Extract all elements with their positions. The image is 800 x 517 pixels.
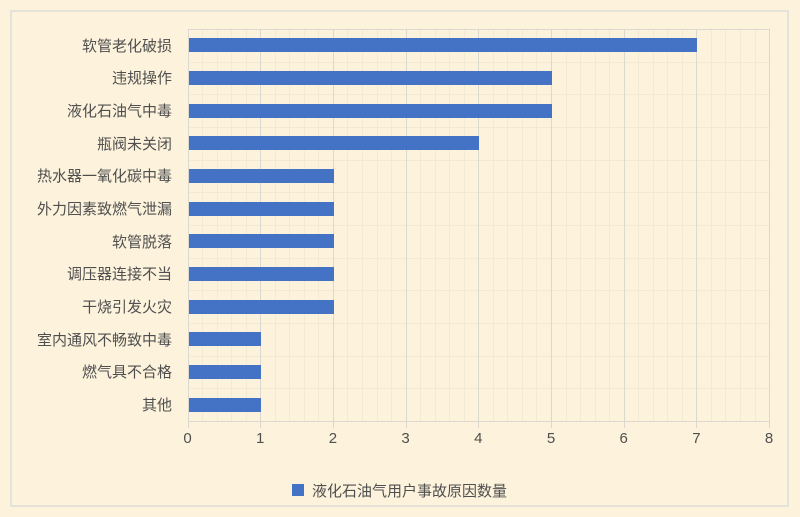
- minor-gridline: [521, 29, 523, 421]
- category-label: 违规操作: [111, 70, 172, 88]
- axis-tick: [769, 421, 771, 428]
- minor-gridline: [231, 29, 233, 421]
- bar: [188, 201, 334, 216]
- x-tick-label: 2: [328, 430, 338, 447]
- minor-gridline: [245, 29, 247, 421]
- bar: [188, 397, 262, 412]
- minor-gridline: [536, 29, 538, 421]
- legend-label: 液化石油气用户事故原因数量: [311, 482, 507, 500]
- bar: [188, 38, 698, 53]
- category-label: 瓶阀未关闭: [96, 135, 172, 153]
- major-gridline: [623, 29, 625, 421]
- minor-gridline: [463, 29, 465, 421]
- minor-gridline: [202, 29, 204, 421]
- minor-gridline: [216, 29, 218, 421]
- x-tick-label: 7: [692, 430, 701, 447]
- bar: [188, 365, 262, 379]
- bar: [188, 267, 334, 281]
- x-tick-label: 8: [764, 430, 774, 447]
- major-gridline: [332, 29, 334, 421]
- minor-gridline: [638, 29, 640, 421]
- category-label: 热水器一氧化碳中毒: [36, 168, 172, 186]
- minor-gridline: [318, 29, 320, 421]
- chart-frame: 液化石油气用户事故原因数量: [10, 10, 789, 507]
- x-tick-label: 1: [256, 430, 265, 447]
- minor-gridline: [376, 29, 378, 421]
- major-gridline: [187, 29, 189, 421]
- category-label: 其他: [141, 397, 172, 415]
- category-label: 软管老化破损: [81, 37, 172, 55]
- bar: [188, 169, 334, 183]
- minor-gridline: [361, 29, 363, 421]
- major-gridline: [260, 29, 262, 421]
- legend: 液化石油气用户事故原因数量: [12, 481, 787, 500]
- legend-swatch-icon: [291, 484, 304, 496]
- x-tick-label: 5: [546, 430, 556, 447]
- category-label: 软管脱落: [111, 233, 172, 251]
- category-label: 外力因素致燃气泄漏: [36, 201, 172, 219]
- bar: [188, 299, 334, 314]
- minor-gridline: [652, 29, 654, 421]
- minor-gridline: [434, 29, 436, 421]
- category-label: 调压器连接不当: [66, 266, 172, 284]
- minor-gridline: [507, 29, 509, 421]
- minor-gridline: [391, 29, 393, 421]
- bar: [188, 234, 334, 249]
- minor-gridline: [667, 29, 669, 421]
- axis-tick: [551, 421, 552, 428]
- bar: [188, 103, 552, 118]
- x-tick-label: 3: [401, 430, 410, 447]
- major-gridline: [696, 29, 698, 421]
- major-gridline: [478, 29, 480, 421]
- minor-gridline: [725, 29, 727, 421]
- minor-gridline: [274, 29, 276, 421]
- bar: [188, 71, 552, 85]
- minor-gridline: [289, 29, 291, 421]
- minor-gridline: [681, 29, 683, 421]
- major-gridline: [405, 29, 407, 421]
- axis-tick: [696, 421, 698, 428]
- x-tick-label: 4: [474, 430, 483, 447]
- category-label: 液化石油气中毒: [66, 103, 172, 121]
- minor-gridline: [710, 29, 712, 421]
- major-gridline: [769, 29, 771, 421]
- minor-gridline: [347, 29, 349, 421]
- axis-tick: [332, 421, 334, 428]
- x-tick-label: 6: [619, 430, 628, 447]
- bar: [188, 332, 262, 347]
- major-gridline: [551, 29, 552, 421]
- minor-gridline: [420, 29, 422, 421]
- minor-gridline: [754, 29, 756, 421]
- axis-tick: [187, 421, 189, 428]
- category-label: 室内通风不畅致中毒: [36, 331, 172, 349]
- minor-gridline: [303, 29, 305, 421]
- minor-gridline: [609, 29, 611, 421]
- minor-gridline: [492, 29, 494, 421]
- category-label: 燃气具不合格: [81, 364, 172, 382]
- x-tick-label: 0: [183, 430, 192, 447]
- category-label: 干烧引发火灾: [81, 299, 172, 317]
- minor-gridline: [565, 29, 567, 421]
- axis-tick: [623, 421, 625, 428]
- minor-gridline: [740, 29, 742, 421]
- minor-gridline: [594, 29, 596, 421]
- axis-tick: [405, 421, 407, 428]
- axis-tick: [478, 421, 480, 428]
- minor-gridline: [580, 29, 582, 421]
- bar: [188, 136, 480, 151]
- axis-tick: [260, 421, 262, 428]
- minor-gridline: [449, 29, 451, 421]
